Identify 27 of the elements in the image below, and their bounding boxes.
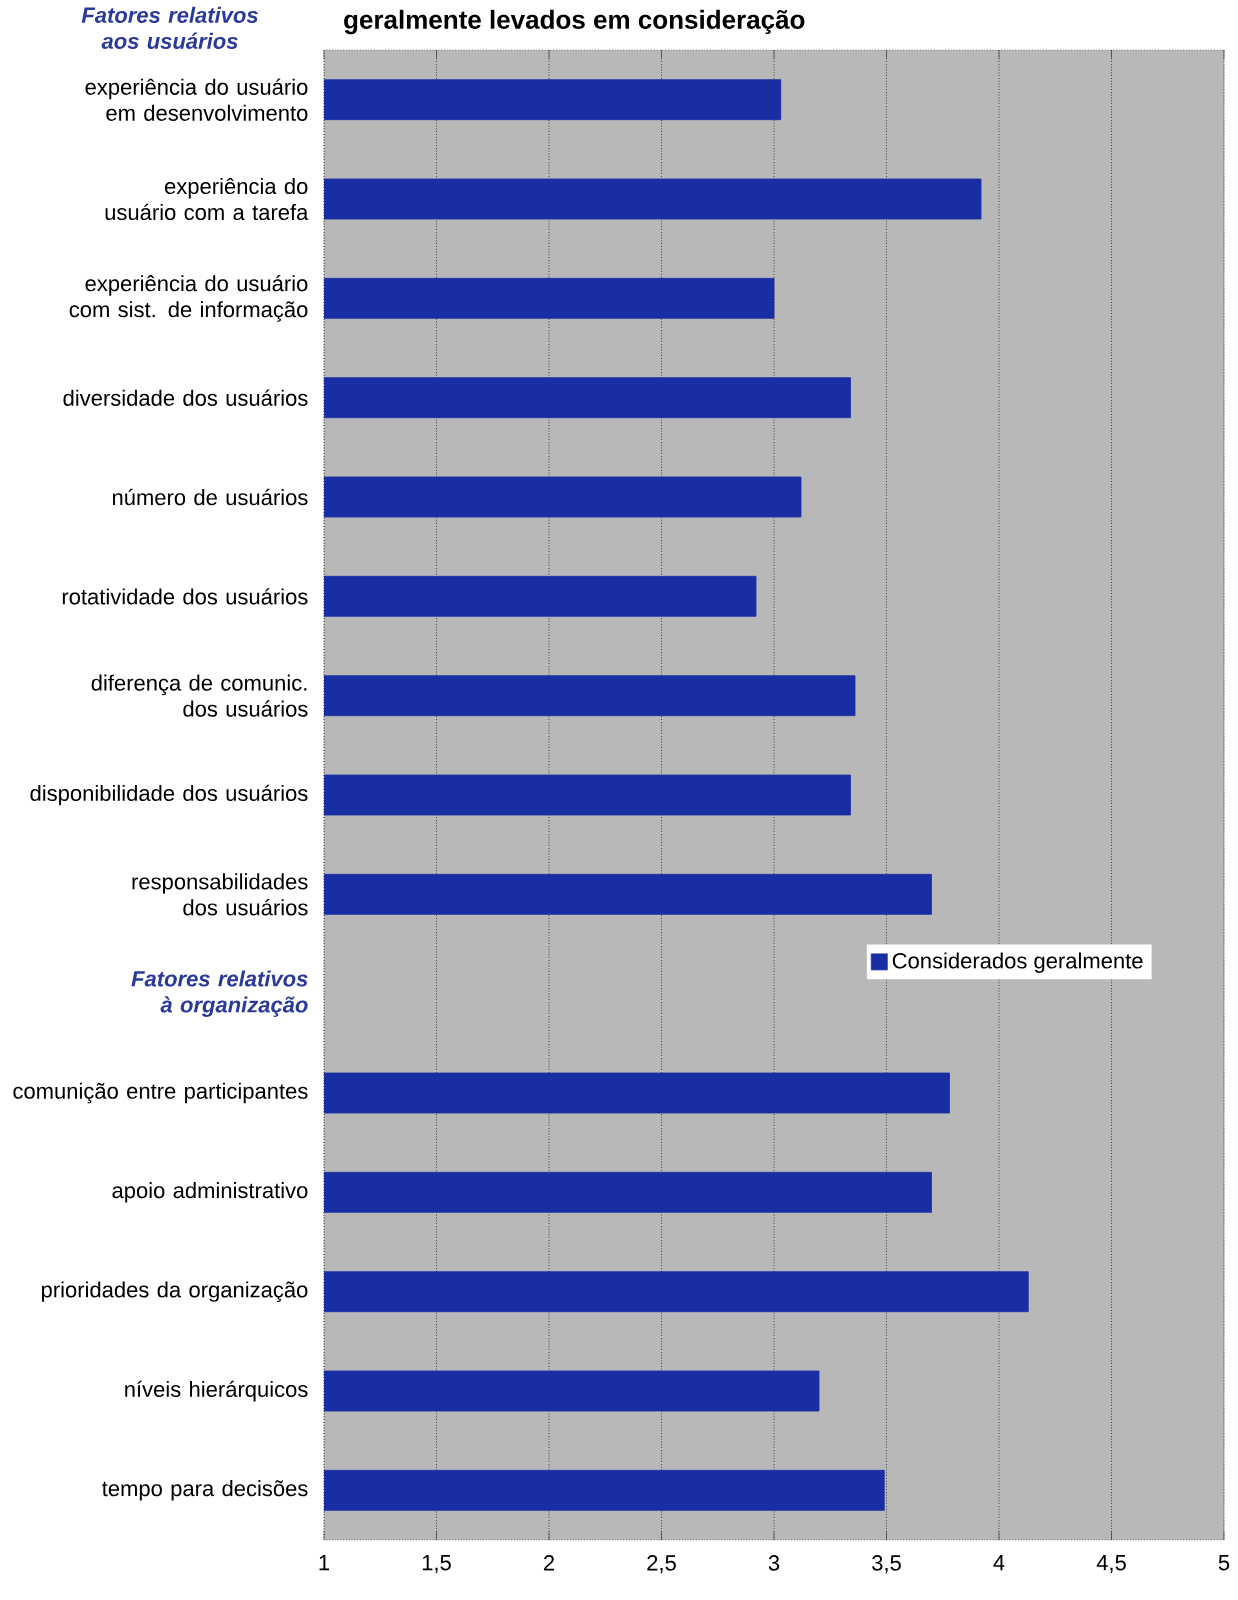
x-tick-label: 2 [543, 1555, 555, 1571]
y-tick-label: experiência do usuário em desenvolvimento [85, 78, 308, 121]
x-tick-label: 4,5 [1096, 1555, 1126, 1574]
y-tick-label: diversidade dos usuários [63, 389, 308, 406]
y-tick-label: disponibilidade dos usuários [30, 784, 308, 806]
chart-title: geralmente levados em consideração [344, 9, 805, 35]
y-tick-label: níveis hierárquicos [125, 1380, 308, 1402]
y-tick-label: apoio administrativo [112, 1182, 308, 1203]
y-tick-label: número de usuários [112, 488, 308, 506]
y-tick-label: Fatores relativos à organização [131, 970, 308, 1017]
y-tick-label: rotatividade dos usuários [62, 588, 308, 605]
y-tick-label: tempo para decisões [102, 1480, 308, 1501]
y-tick-label: comunição entre participantes [13, 1082, 308, 1104]
y-tick-label: responsabilidades dos usuários [132, 873, 308, 916]
x-tick-label: 1,5 [422, 1555, 451, 1574]
y-tick-label: experiência do usuário com sist. de informação [69, 274, 308, 322]
y-tick-label: prioridades da organização [41, 1281, 308, 1302]
x-tick-label: 3 [768, 1555, 780, 1571]
legend-label: Considerados geralmente [892, 952, 1143, 973]
x-tick-label: 4 [993, 1555, 1005, 1571]
y-tick-label: experiência do usuário com a tarefa [105, 177, 309, 221]
y-tick-label: diferença de comunic. dos usuários [91, 674, 308, 717]
x-tick-label: 3,5 [872, 1555, 901, 1574]
x-tick-label: 1 [319, 1555, 330, 1571]
text: Fatores relativos aos usuários [81, 6, 258, 49]
x-tick-label: 5 [1218, 1555, 1230, 1571]
x-tick-label: 2,5 [647, 1555, 676, 1574]
